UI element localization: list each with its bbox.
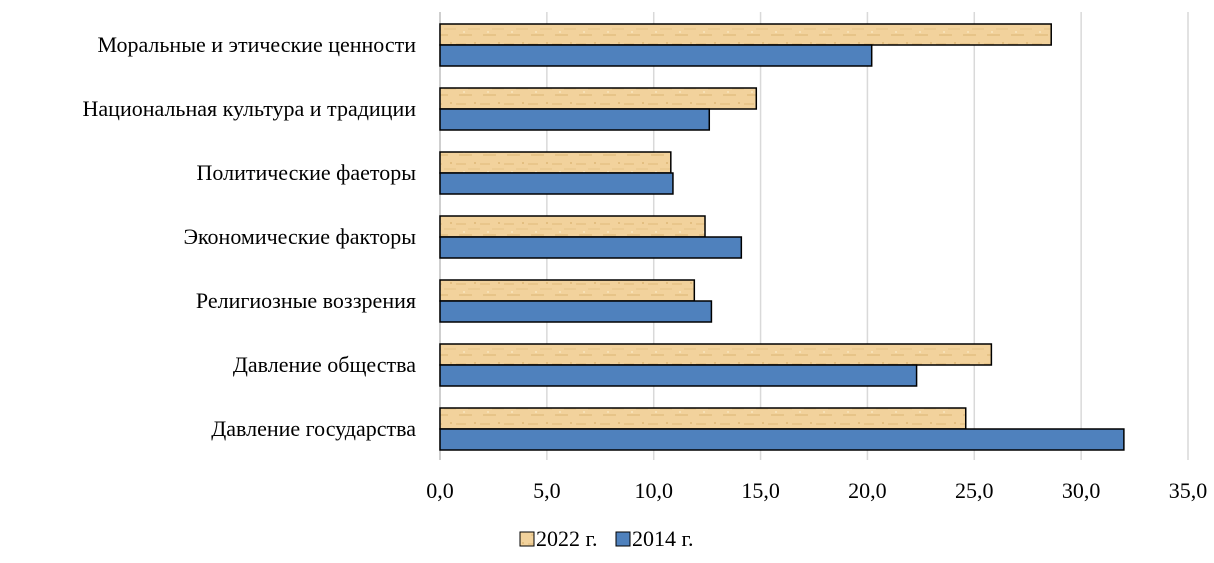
x-tick-label: 25,0 <box>955 478 994 503</box>
bar-2022 <box>439 87 758 110</box>
bar-2022 <box>439 343 993 366</box>
category-labels: Моральные и этические ценности Национальн… <box>83 32 417 441</box>
category-label: Национальная культура и традиции <box>83 96 417 121</box>
bar-2014 <box>439 300 713 323</box>
bar-2022 <box>439 151 672 174</box>
bar-2014 <box>439 108 711 131</box>
x-tick-label: 0,0 <box>426 478 454 503</box>
bar-2014 <box>439 236 743 259</box>
bar-2014 <box>439 428 1125 451</box>
bars <box>439 23 1125 451</box>
category-label: Религиозные воззрения <box>196 288 416 313</box>
legend-label: 2022 г. <box>536 526 598 551</box>
x-tick-label: 20,0 <box>848 478 887 503</box>
category-label: Политические фаеторы <box>197 160 417 185</box>
x-tick-label: 30,0 <box>1062 478 1101 503</box>
category-label: Давление государства <box>211 416 416 441</box>
x-tick-label: 5,0 <box>533 478 561 503</box>
bar-2014 <box>439 172 674 195</box>
category-label: Экономические факторы <box>183 224 416 249</box>
category-label: Моральные и этические ценности <box>97 32 416 57</box>
x-axis-ticks: 0,0 5,0 10,0 15,0 20,0 25,0 30,0 35,0 <box>426 478 1207 503</box>
bar-2022 <box>439 215 706 238</box>
legend-label: 2014 г. <box>632 526 694 551</box>
x-tick-label: 10,0 <box>634 478 673 503</box>
x-tick-label: 15,0 <box>741 478 780 503</box>
legend-swatch <box>615 531 631 547</box>
bar-2022 <box>439 407 967 430</box>
category-label: Давление общества <box>233 352 416 377</box>
bar-2022 <box>439 279 696 302</box>
x-tick-label: 35,0 <box>1169 478 1208 503</box>
bar-2014 <box>439 364 918 387</box>
bar-2022 <box>439 23 1052 46</box>
legend-swatch <box>519 531 535 547</box>
legend: 2022 г. 2014 г. <box>519 526 694 551</box>
bar-2014 <box>439 44 873 67</box>
